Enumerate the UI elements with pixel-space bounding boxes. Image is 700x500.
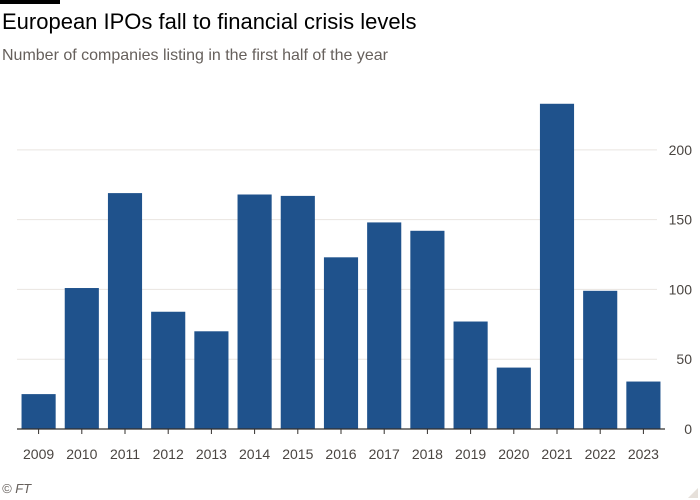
- bar: [194, 331, 229, 429]
- x-tick-label: 2019: [455, 446, 486, 462]
- x-tick-label: 2011: [110, 446, 140, 462]
- x-tick-label: 2009: [23, 446, 54, 462]
- bar: [21, 394, 56, 429]
- y-tick-label: 200: [669, 142, 693, 158]
- bar: [367, 222, 402, 429]
- corner-decoration: [688, 488, 698, 498]
- bar: [626, 381, 661, 429]
- bar: [539, 103, 575, 429]
- x-tick-label: 2015: [282, 446, 313, 462]
- x-tick-label: 2023: [628, 446, 659, 462]
- bar: [64, 288, 99, 429]
- x-tick-label: 2012: [153, 446, 184, 462]
- x-tick-label: 2020: [498, 446, 529, 462]
- chart-title: European IPOs fall to financial crisis l…: [2, 9, 417, 34]
- y-tick-label: 0: [684, 421, 692, 437]
- x-tick-label: 2018: [412, 446, 443, 462]
- header-rule: [0, 0, 60, 4]
- bar: [453, 321, 488, 429]
- y-tick-label: 100: [669, 281, 693, 297]
- source-credit: © FT: [2, 481, 32, 496]
- bar: [237, 194, 272, 429]
- bar: [151, 311, 186, 429]
- chart-subtitle: Number of companies listing in the first…: [2, 47, 388, 64]
- bar-chart: 0 50 100 150 200 2009 2010 2011 2012 2013 2014 2015…: [17, 103, 693, 462]
- bar: [107, 193, 143, 429]
- x-tick-label: 2014: [239, 446, 270, 462]
- x-tick-label: 2016: [325, 446, 356, 462]
- y-tick-label: 150: [669, 212, 693, 228]
- bar: [280, 195, 315, 429]
- x-tick-label: 2021: [541, 446, 572, 462]
- x-tick-label: 2013: [196, 446, 227, 462]
- bar: [323, 257, 359, 429]
- bar: [583, 290, 618, 429]
- bar: [496, 367, 531, 429]
- x-tick-label: 2010: [66, 446, 97, 462]
- y-tick-label: 50: [676, 351, 692, 367]
- x-tick-label: 2017: [369, 446, 400, 462]
- x-tick-label: 2022: [585, 446, 616, 462]
- bar: [410, 230, 445, 429]
